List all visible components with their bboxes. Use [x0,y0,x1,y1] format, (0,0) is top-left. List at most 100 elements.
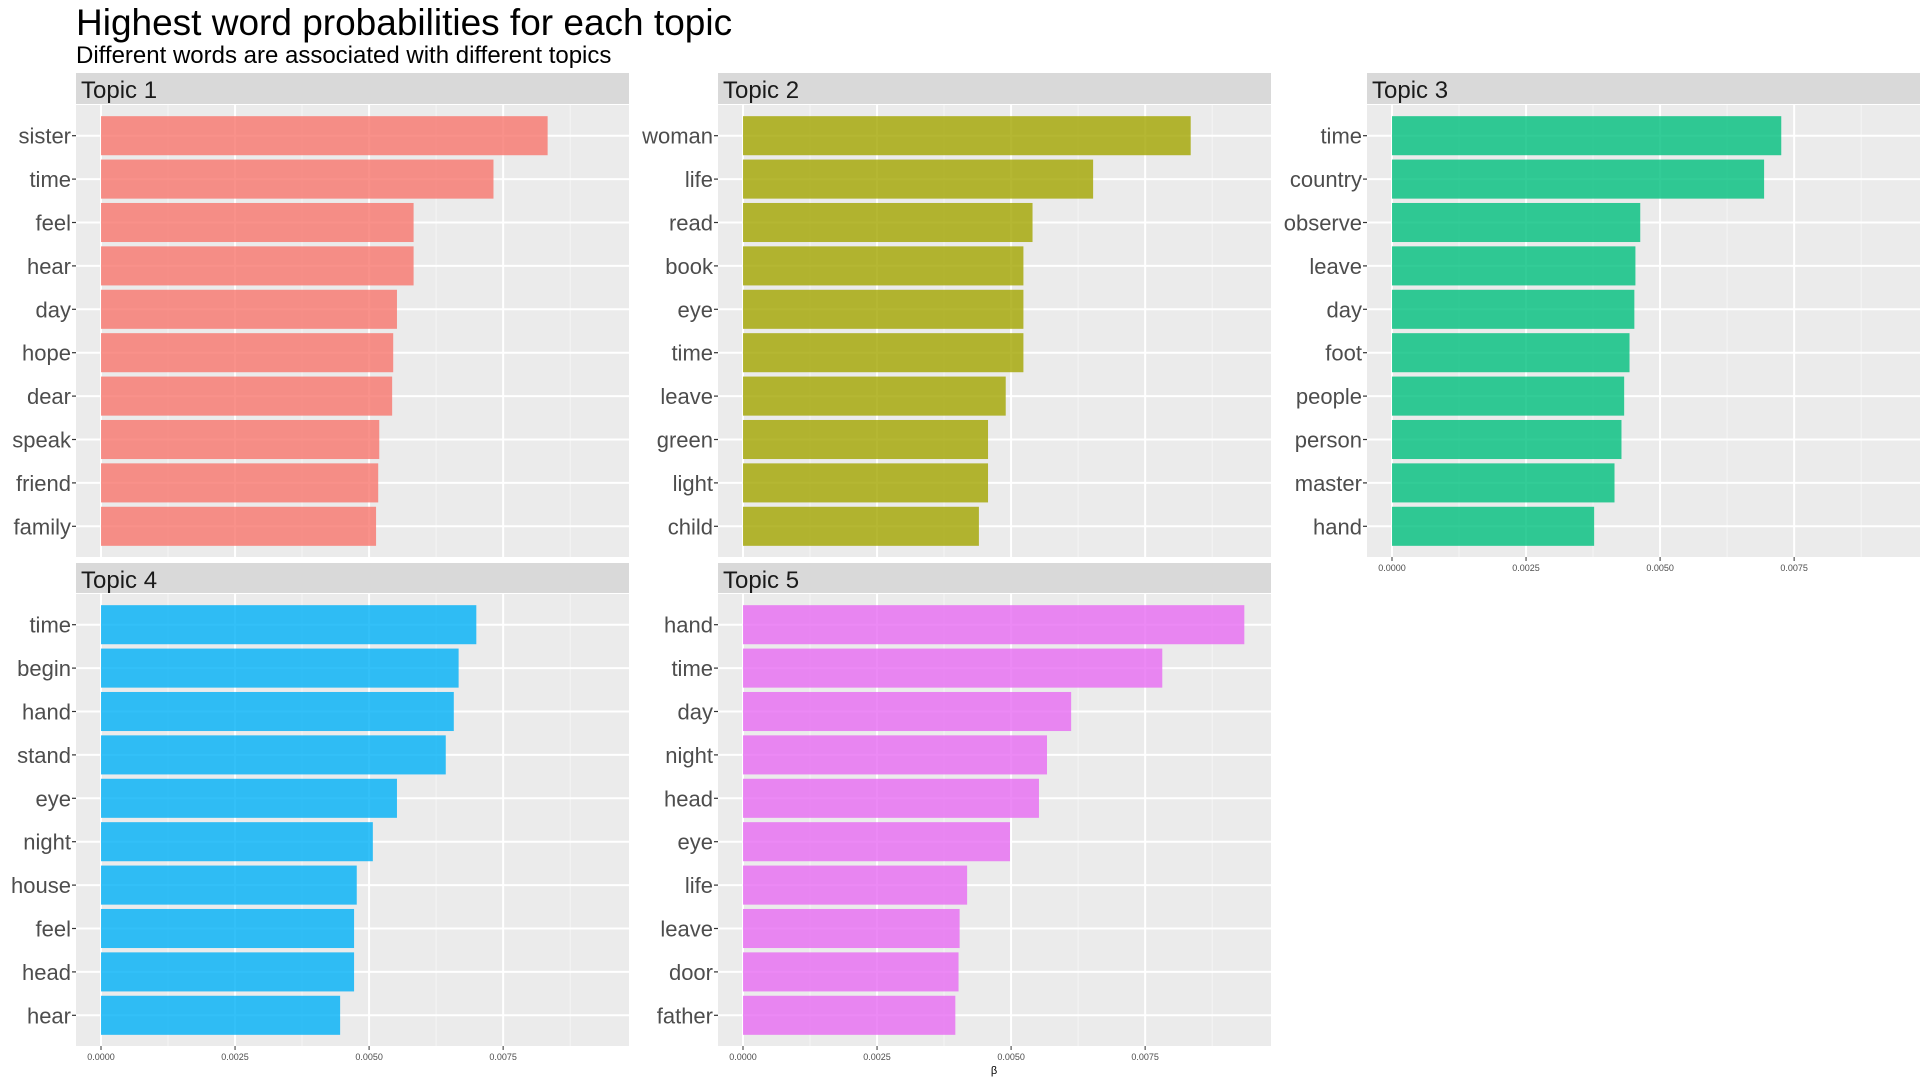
bar-sister [101,116,548,156]
y-tick-label-child: child [668,514,713,539]
y-tick-label-night: night [665,743,713,768]
y-tick-label-hand: hand [664,613,713,638]
x-tick-label: 0.0050 [355,1052,383,1062]
bar-green [743,419,989,460]
facet-strip [76,563,629,593]
y-tick-label-door: door [669,960,713,985]
bar-life [743,865,968,905]
facet-strip [1367,73,1920,104]
bar-night [101,822,373,862]
x-tick-label: 0.0075 [489,1052,517,1062]
bar-begin [101,648,459,688]
bar-time [1392,116,1782,156]
y-tick-label-family: family [14,514,71,539]
y-tick-label-time: time [29,613,71,638]
bar-person [1392,419,1622,460]
bar-night [743,735,1048,775]
x-tick-label: 0.0000 [729,1052,757,1062]
y-tick-label-day: day [678,700,713,725]
x-tick-label: 0.0075 [1780,563,1808,573]
bar-time [743,333,1024,373]
y-tick-label-feel: feel [36,211,71,236]
x-tick-label: 0.0000 [1378,563,1406,573]
facet-strip-label: Topic 2 [723,77,799,104]
bar-hear [101,995,341,1035]
x-axis-title: β [991,1065,997,1077]
bar-time [101,159,494,199]
y-tick-label-time: time [1320,124,1362,149]
facet-strip-label: Topic 1 [81,77,157,104]
bar-observe [1392,202,1641,243]
x-tick-label: 0.0000 [87,1052,115,1062]
bar-leave [743,908,960,949]
bar-head [101,952,355,992]
y-tick-label-eye: eye [678,830,713,855]
x-tick-label: 0.0050 [997,1052,1025,1062]
y-tick-label-eye: eye [678,297,713,322]
bar-speak [101,419,380,460]
facet-strip [76,73,629,104]
bar-read [743,202,1033,243]
bar-hand [101,691,454,732]
bar-hear [101,246,414,286]
bar-woman [743,116,1191,156]
bar-country [1392,159,1765,199]
y-tick-label-life: life [685,167,713,192]
y-tick-label-day: day [36,297,71,322]
y-tick-label-begin: begin [17,656,71,681]
x-tick-label: 0.0075 [1131,1052,1159,1062]
y-tick-label-woman: woman [641,124,713,149]
bar-hope [101,333,394,373]
facet-strip-label: Topic 5 [723,567,799,594]
y-tick-label-feel: feel [36,917,71,942]
bar-light [743,463,989,503]
bar-eye [743,289,1024,329]
y-tick-label-father: father [657,1003,713,1028]
y-tick-label-hope: hope [22,341,71,366]
facet-strip-label: Topic 4 [81,567,157,594]
y-tick-label-time: time [29,167,71,192]
y-tick-label-head: head [664,786,713,811]
x-tick-label: 0.0025 [221,1052,249,1062]
y-tick-label-leave: leave [660,917,713,942]
bar-master [1392,463,1615,503]
bar-head [743,778,1039,818]
bar-father [743,995,956,1035]
y-tick-label-sister: sister [18,124,71,149]
y-tick-label-observe: observe [1284,211,1362,236]
y-tick-label-people: people [1296,384,1362,409]
y-tick-label-day: day [1327,297,1362,322]
y-tick-label-stand: stand [17,743,71,768]
bar-house [101,865,357,905]
bar-feel [101,202,414,243]
bar-hand [1392,506,1595,546]
y-tick-label-dear: dear [27,384,71,409]
bar-day [743,691,1072,732]
chart-subtitle: Different words are associated with diff… [76,42,612,69]
y-tick-label-master: master [1295,471,1362,496]
y-tick-label-hand: hand [1313,514,1362,539]
y-tick-label-friend: friend [16,471,71,496]
y-tick-label-hear: hear [27,1003,71,1028]
y-tick-label-hand: hand [22,700,71,725]
bar-door [743,952,959,992]
facet-strip-label: Topic 3 [1372,77,1448,104]
bar-stand [101,735,446,775]
bar-time [743,648,1163,688]
x-tick-label: 0.0025 [1512,563,1540,573]
y-tick-label-leave: leave [1309,254,1362,279]
y-tick-label-book: book [665,254,714,279]
x-tick-label: 0.0050 [1646,563,1674,573]
bar-life [743,159,1094,199]
bar-friend [101,463,379,503]
bar-foot [1392,333,1630,373]
y-tick-label-leave: leave [660,384,713,409]
y-tick-label-read: read [669,211,713,236]
y-tick-label-person: person [1295,428,1362,453]
y-tick-label-light: light [673,471,713,496]
y-tick-label-time: time [671,656,713,681]
bar-book [743,246,1024,286]
y-tick-label-life: life [685,873,713,898]
